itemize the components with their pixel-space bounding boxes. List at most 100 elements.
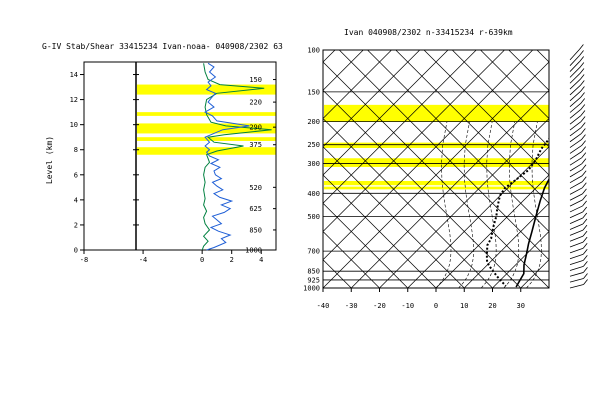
skewt-chart-title: Ivan 040908/2302 n-33415234 r-639km: [344, 28, 513, 37]
wind-barb-flag: [581, 152, 587, 158]
isotherm-line: [323, 50, 449, 176]
wind-barb-staff: [569, 133, 582, 143]
wind-barb-staff: [569, 151, 582, 160]
wind-barb-flag: [579, 62, 585, 68]
wind-barb-staff: [569, 91, 581, 102]
temp-tick-label: -40: [317, 302, 330, 310]
pressure-tick-label: 700: [307, 248, 320, 256]
isotherm-line: [548, 287, 549, 288]
wind-barb-flag: [580, 110, 586, 116]
wind-barb-staff: [569, 229, 584, 236]
wind-barb-flag: [580, 98, 586, 104]
wind-barb-staff: [569, 79, 581, 90]
wind-barb-flag: [582, 188, 587, 195]
wind-barb-staff: [569, 259, 584, 265]
temp-tick-label: 10: [460, 302, 468, 310]
stability-chart-title: G-IV Stab/Shear 33415234 Ivan-noaa- 0409…: [42, 42, 283, 51]
y-tick-label: 0: [74, 247, 78, 255]
highlight-band: [137, 147, 276, 155]
x-tick-label: 0: [200, 256, 204, 264]
dry-adiabat-line: [536, 50, 549, 63]
wind-barb-flag: [580, 86, 585, 92]
moist-adiabat-line: [503, 121, 520, 288]
wind-barb-staff: [569, 67, 581, 78]
x-tick-label: -8: [80, 256, 88, 264]
dry-adiabat-line: [323, 231, 380, 288]
dry-adiabat-line: [594, 50, 602, 288]
wind-barb-flag: [582, 249, 588, 255]
wind-barb-staff: [569, 127, 582, 137]
wind-barb-staff: [569, 199, 583, 207]
wind-barb-staff: [569, 103, 581, 113]
pressure-tick-label: 500: [307, 213, 320, 221]
wind-barb-staff: [569, 169, 583, 178]
isotherm-line: [323, 50, 505, 232]
wind-barb-staff: [569, 139, 582, 148]
skewt-grid: [323, 50, 602, 288]
dry-adiabat-line: [367, 50, 549, 232]
wind-barb-flag: [581, 170, 587, 176]
wind-barb-flag: [581, 146, 587, 152]
wind-barb-flag: [580, 122, 586, 128]
isotherm-line: [351, 89, 549, 288]
pressure-tick-label: 400: [307, 190, 320, 198]
pressure-tick-label: 100: [307, 47, 320, 55]
highlight-band: [324, 158, 549, 167]
dry-adiabat-line: [480, 50, 549, 119]
temp-tick-label: -10: [401, 302, 414, 310]
isotherm-line: [407, 146, 549, 288]
wind-barb-staff: [569, 253, 584, 260]
pressure-tick-label: 850: [307, 268, 320, 276]
dry-adiabat-line: [452, 50, 549, 148]
dry-adiabat-line: [323, 118, 493, 288]
wind-barb-flag: [581, 128, 586, 134]
y-tick-label: 4: [74, 196, 78, 204]
dry-adiabat-line: [395, 50, 549, 204]
wind-barbs: [569, 44, 588, 289]
wind-barb-flag: [579, 44, 584, 50]
dry-adiabat-line: [323, 146, 465, 288]
moist-adiabat-line: [526, 121, 542, 288]
wind-barb-flag: [579, 74, 585, 80]
wind-barb-flag: [582, 230, 588, 237]
y-axis-label: Level (km): [45, 136, 54, 184]
y-tick-label: 2: [74, 221, 78, 229]
wind-barb-flag: [582, 242, 588, 249]
wind-barb-staff: [569, 175, 583, 184]
wind-barb-flag: [580, 92, 585, 98]
temp-tick-label: 0: [434, 302, 438, 310]
wind-barb-flag: [582, 212, 588, 219]
wind-barb-flag: [579, 56, 585, 62]
pressure-tick-label: 150: [307, 88, 320, 96]
dry-adiabat-line: [323, 202, 408, 288]
wind-barb-staff: [569, 85, 581, 96]
stability-series: [201, 62, 272, 251]
right-axis-ticks: 150 220 290 375 520 625 850 1000: [245, 76, 276, 255]
wind-barb-staff: [569, 157, 583, 166]
moist-adiabat-line: [480, 121, 497, 288]
moist-adiabat-line: [435, 121, 452, 288]
wind-barb-staff: [569, 145, 582, 154]
x-axis-ticks: -8 -4 0 2 4: [80, 250, 263, 264]
stability-plot-frame: [83, 61, 277, 251]
wind-barb-staff: [569, 241, 584, 248]
wind-barb-flag: [582, 224, 588, 231]
dry-adiabat-line: [323, 174, 437, 288]
isotherm-line: [520, 259, 549, 288]
wind-barb-flag: [581, 140, 586, 146]
y-tick-label: 12: [70, 96, 78, 104]
x-tick-label: 2: [230, 256, 234, 264]
wind-barb-staff: [569, 223, 584, 230]
x-tick-label: 4: [259, 256, 263, 264]
right-tick-label: 625: [249, 205, 262, 213]
isotherm-line: [577, 50, 602, 288]
wind-barb-flag: [580, 116, 586, 122]
wind-barb-flag: [582, 236, 588, 243]
dry-adiabat-line: [323, 89, 521, 288]
moist-adiabat-line: [458, 121, 474, 288]
highlight-band: [324, 180, 549, 186]
wind-barb-staff: [569, 247, 584, 254]
wind-barb-staff: [569, 272, 584, 277]
